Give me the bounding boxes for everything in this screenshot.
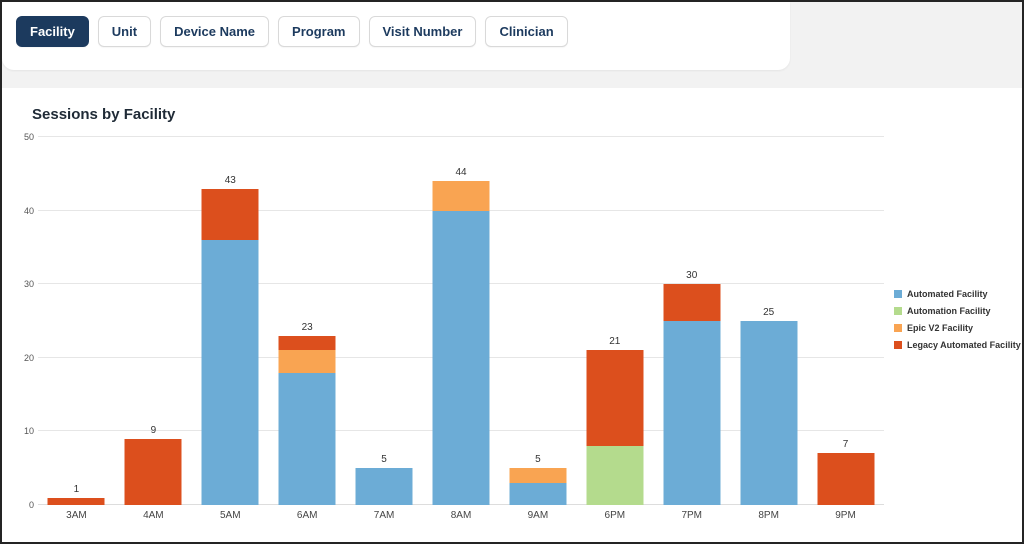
x-axis-tick-label: 3AM	[66, 510, 87, 521]
bar-total-label: 21	[609, 336, 621, 348]
bar-4am	[124, 438, 182, 505]
bar-total-label: 25	[763, 307, 775, 318]
top-filter-bar: Facility Unit Device Name Program Visit Numb…	[2, 2, 1022, 88]
bar-segment-legacy-automated-facility[interactable]	[201, 188, 259, 241]
bar-segment-automated-facility[interactable]	[663, 321, 721, 505]
filter-button-facility[interactable]: Facility	[16, 16, 89, 47]
x-axis-tick-label: 4AM	[143, 510, 164, 521]
filter-button-device-name[interactable]: Device Name	[160, 16, 270, 47]
bar-6am	[278, 335, 336, 505]
bar-7am	[355, 468, 413, 505]
y-axis: 0 10 20 30 40 50	[10, 132, 38, 510]
bar-total-label: 9	[150, 424, 157, 436]
bar-9am	[509, 468, 567, 505]
bar-segment-automated-facility[interactable]	[432, 210, 490, 505]
chart-title: Sessions by Facility	[32, 106, 176, 123]
legend-swatch-icon	[894, 290, 902, 298]
y-axis-tick-label: 0	[28, 500, 34, 510]
bar-8pm	[740, 321, 798, 505]
y-axis-tick-label: 10	[23, 426, 34, 437]
gridline	[38, 136, 884, 137]
bar-total-label: 30	[686, 270, 698, 282]
filter-panel: Facility Unit Device Name Program Visit Numb…	[2, 2, 790, 70]
bar-7pm	[663, 284, 721, 505]
legend-swatch-icon	[894, 324, 902, 332]
bar-total-label: 5	[381, 454, 387, 466]
legend-swatch-icon	[894, 341, 902, 349]
legend-item-automation-facility[interactable]: Automation Facility	[894, 306, 1022, 316]
legend-label: Legacy Automated Facility	[907, 340, 1021, 350]
bar-5am	[201, 188, 259, 505]
filter-button-program[interactable]: Program	[278, 16, 360, 47]
bar-total-label: 23	[301, 321, 313, 333]
y-axis-tick-label: 20	[23, 352, 34, 363]
y-axis-tick-label: 40	[23, 205, 34, 216]
x-axis-tick-label: 7AM	[373, 510, 395, 521]
bar-6pm	[586, 350, 644, 505]
x-axis-tick-label: 9AM	[527, 510, 549, 521]
x-axis: 3AM 4AM 5AM 6AM 7AM 8AM 9AM 6PM 7PM 8PM 9PM	[38, 505, 884, 527]
y-axis-tick-label: 30	[23, 279, 34, 290]
sessions-chart-card: Sessions by Facility 0 10 20 30 40 50 1 9 43 23 5…	[2, 88, 1022, 542]
bar-total-label: 5	[535, 454, 541, 466]
x-axis-tick-label: 9PM	[835, 510, 856, 521]
x-axis-tick-label: 5AM	[219, 510, 241, 521]
legend-swatch-icon	[894, 307, 902, 315]
legend-label: Automated Facility	[907, 289, 988, 299]
bar-segment-automated-facility[interactable]	[740, 321, 798, 505]
bar-segment-legacy-automated-facility[interactable]	[586, 350, 644, 447]
legend-item-legacy-automated-facility[interactable]: Legacy Automated Facility	[894, 340, 1022, 350]
chart-legend: Automated Facility Automation Facility Epi…	[884, 289, 1022, 357]
bar-total-label: 44	[455, 167, 467, 179]
bar-segment-automated-facility[interactable]	[509, 482, 567, 505]
x-axis-tick-label: 6PM	[604, 510, 626, 521]
bar-3am	[47, 497, 105, 505]
bar-total-label: 7	[842, 439, 849, 451]
y-axis-tick-label: 50	[23, 132, 34, 142]
bar-segment-legacy-automated-facility[interactable]	[47, 497, 105, 505]
bar-total-label: 1	[73, 483, 80, 495]
legend-item-automated-facility[interactable]: Automated Facility	[894, 289, 1022, 299]
bar-segment-legacy-automated-facility[interactable]	[278, 335, 336, 351]
legend-label: Epic V2 Facility	[907, 323, 974, 333]
legend-item-epic-v2-facility[interactable]: Epic V2 Facility	[894, 323, 1022, 333]
bar-segment-legacy-automated-facility[interactable]	[124, 438, 182, 505]
legend-label: Automation Facility	[907, 306, 991, 316]
bar-segment-automation-facility[interactable]	[586, 446, 644, 505]
filter-button-clinician[interactable]: Clinician	[485, 16, 568, 47]
bar-total-label: 43	[224, 174, 236, 186]
bar-9pm	[817, 453, 875, 505]
bar-segment-epic-v2-facility[interactable]	[278, 350, 336, 373]
x-axis-tick-label: 6AM	[296, 510, 318, 521]
plot-wrap: 1 9 43 23 5 44 5 21 30 25 7 3AM 4AM 5AM 6AM 7AM 8AM 9AM 6…	[38, 136, 884, 527]
bar-segment-legacy-automated-facility[interactable]	[817, 453, 875, 505]
x-axis-tick-label: 7PM	[681, 510, 702, 521]
bar-8am	[432, 181, 490, 505]
bar-segment-automated-facility[interactable]	[278, 372, 336, 505]
bar-segment-automated-facility[interactable]	[201, 240, 259, 505]
bar-segment-automated-facility[interactable]	[355, 468, 413, 505]
bar-segment-legacy-automated-facility[interactable]	[663, 284, 721, 321]
plot-area: 1 9 43 23 5 44 5 21 30 25 7	[38, 136, 884, 505]
bar-segment-epic-v2-facility[interactable]	[509, 468, 567, 483]
bar-segment-epic-v2-facility[interactable]	[432, 181, 490, 211]
x-axis-tick-label: 8AM	[450, 510, 472, 521]
filter-button-unit[interactable]: Unit	[97, 16, 152, 47]
x-axis-tick-label: 8PM	[758, 510, 779, 521]
chart-row: 0 10 20 30 40 50 1 9 43 23 5 44 5 21 30 25 7 3AM 4AM 5AM 6…	[10, 132, 1022, 527]
filter-button-visit-number[interactable]: Visit Number	[368, 16, 477, 47]
